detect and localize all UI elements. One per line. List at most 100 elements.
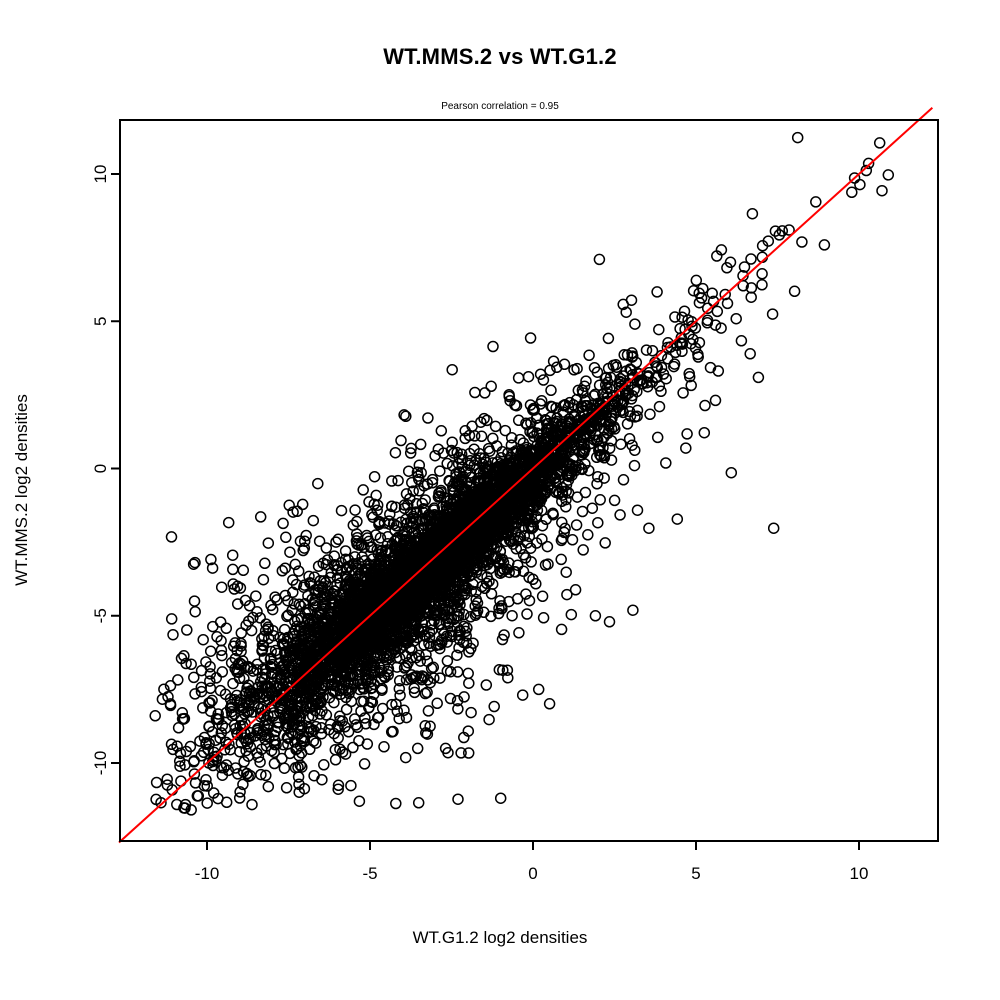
data-point: [258, 630, 270, 643]
data-point: [367, 659, 380, 672]
data-point: [265, 645, 277, 658]
data-point: [291, 505, 303, 518]
data-point: [494, 595, 506, 607]
data-point: [506, 609, 518, 622]
data-point: [320, 709, 333, 721]
data-point: [390, 698, 402, 710]
data-point: [165, 738, 178, 751]
data-point: [464, 459, 476, 472]
data-point: [406, 476, 418, 489]
data-point: [521, 509, 534, 522]
data-point: [215, 581, 228, 593]
data-point: [412, 470, 424, 482]
data-point: [296, 720, 308, 733]
data-point: [635, 374, 648, 386]
data-point: [735, 335, 748, 347]
data-point: [210, 672, 223, 684]
data-point: [251, 605, 263, 618]
data-point: [556, 482, 568, 494]
data-point: [541, 540, 554, 553]
data-point: [255, 707, 267, 720]
data-point: [650, 360, 663, 372]
data-point: [336, 715, 349, 727]
data-point: [354, 683, 366, 696]
data-point: [451, 474, 464, 487]
data-point: [590, 434, 603, 447]
data-point: [494, 545, 507, 558]
data-point: [846, 186, 858, 199]
data-point: [181, 624, 193, 636]
data-point: [363, 701, 375, 714]
data-point: [378, 651, 390, 664]
data-point: [278, 632, 290, 645]
data-point: [458, 731, 470, 744]
data-point: [325, 566, 338, 579]
data-point: [259, 668, 272, 680]
data-point: [618, 349, 630, 361]
data-point: [395, 434, 407, 447]
data-point: [478, 412, 490, 425]
data-point: [361, 660, 374, 672]
data-point: [628, 459, 641, 472]
data-point: [683, 367, 695, 380]
data-point: [292, 761, 304, 773]
data-point: [589, 388, 601, 401]
data-point: [655, 385, 667, 398]
data-point: [685, 379, 697, 392]
data-point: [431, 697, 443, 710]
data-point: [547, 508, 559, 521]
data-point: [188, 671, 200, 684]
data-point: [503, 389, 515, 401]
data-point: [411, 506, 423, 519]
data-point: [818, 239, 831, 251]
data-point: [434, 672, 446, 684]
data-point: [603, 616, 616, 628]
data-point: [464, 467, 476, 479]
data-point: [365, 695, 377, 708]
data-point: [483, 713, 495, 726]
data-point: [408, 686, 421, 699]
data-point: [514, 433, 526, 446]
data-point: [276, 565, 289, 577]
data-point: [651, 431, 664, 444]
data-point: [555, 553, 567, 566]
data-point: [254, 511, 267, 523]
data-point: [601, 382, 613, 395]
data-point: [416, 673, 428, 686]
data-point: [277, 517, 289, 530]
data-point: [413, 459, 426, 471]
data-point: [434, 465, 446, 477]
data-point: [392, 474, 404, 487]
data-point: [509, 566, 522, 578]
data-point: [220, 622, 233, 635]
data-point: [390, 520, 403, 532]
data-point: [631, 410, 643, 422]
data-point: [561, 588, 573, 601]
data-point: [292, 771, 305, 783]
data-point: [188, 755, 200, 767]
data-point: [404, 447, 417, 459]
data-point: [459, 582, 472, 595]
data-point: [599, 537, 611, 549]
data-point: [282, 738, 294, 750]
data-point: [296, 498, 309, 511]
data-point: [390, 797, 402, 810]
data-point: [475, 569, 488, 581]
data-point: [615, 438, 627, 450]
data-point: [321, 659, 334, 672]
data-point: [536, 533, 548, 545]
data-point: [342, 726, 355, 738]
data-point: [535, 504, 548, 517]
data-point: [421, 728, 434, 740]
data-point: [368, 470, 381, 483]
data-point: [446, 363, 458, 376]
data-point: [448, 613, 460, 626]
data-point: [721, 297, 734, 310]
data-point: [452, 703, 464, 715]
data-point: [415, 467, 427, 479]
data-point: [220, 796, 233, 809]
data-point: [521, 537, 533, 549]
data-point: [466, 420, 478, 433]
data-point: [462, 747, 475, 759]
data-point: [621, 418, 634, 430]
